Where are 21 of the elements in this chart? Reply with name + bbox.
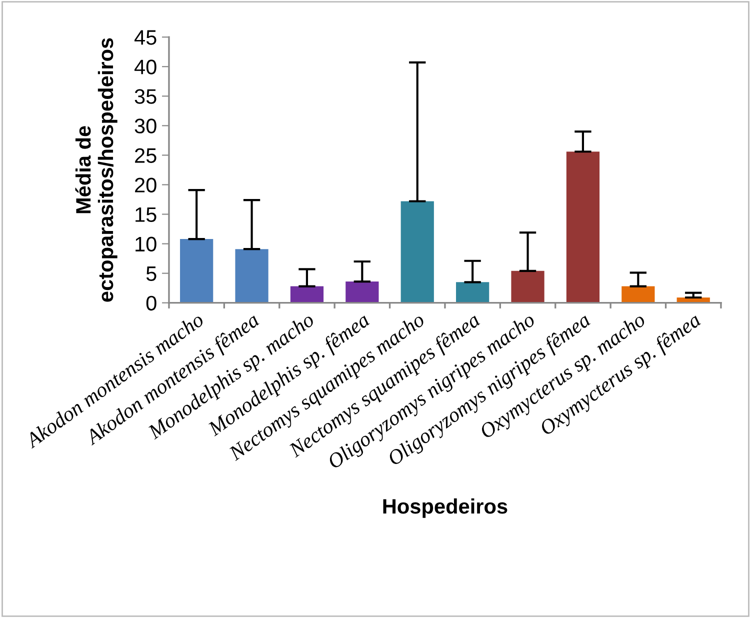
y-tick-label: 30 bbox=[134, 118, 156, 134]
bar bbox=[235, 249, 268, 303]
y-tick-label: 0 bbox=[146, 296, 156, 311]
y-tick-label: 10 bbox=[136, 236, 156, 252]
y-tick-label: 20 bbox=[135, 178, 156, 192]
y-tick-label: 35 bbox=[134, 89, 156, 104]
bar bbox=[511, 270, 544, 303]
y-tick-label: 40 bbox=[134, 60, 156, 74]
bar bbox=[290, 286, 324, 303]
bar bbox=[400, 201, 434, 303]
y-tick-label: 5 bbox=[146, 266, 156, 282]
bar bbox=[566, 152, 600, 303]
y-axis-title: Média de ectoparasitos/hospedeiros bbox=[75, 38, 118, 302]
y-tick-label: 25 bbox=[135, 148, 156, 163]
bar bbox=[346, 282, 379, 303]
bar bbox=[456, 282, 490, 303]
y-tick-label: 45 bbox=[134, 30, 156, 45]
bar bbox=[622, 286, 655, 303]
x-axis-title: Hospedeiros bbox=[383, 498, 508, 518]
bar bbox=[180, 239, 214, 303]
y-tick-label: 15 bbox=[136, 207, 156, 222]
